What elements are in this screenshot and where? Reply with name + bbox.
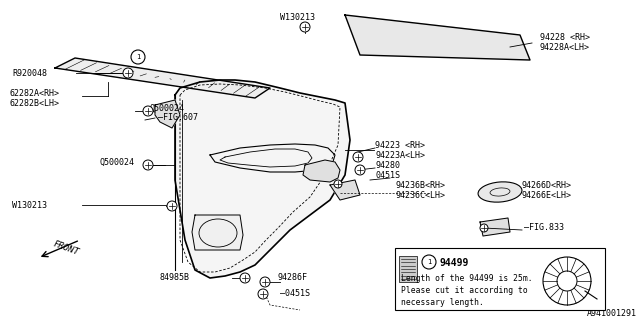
Polygon shape [345, 15, 530, 60]
Text: Q500024: Q500024 [100, 157, 135, 166]
Text: 94228 <RH>: 94228 <RH> [540, 34, 590, 43]
Text: necessary length.: necessary length. [401, 298, 484, 307]
Text: —FIG.833: —FIG.833 [524, 223, 564, 233]
Text: 94280: 94280 [375, 161, 400, 170]
Circle shape [334, 180, 342, 188]
Polygon shape [330, 180, 360, 200]
Circle shape [557, 271, 577, 291]
Text: 94236C<LH>: 94236C<LH> [395, 190, 445, 199]
Text: 94266E<LH>: 94266E<LH> [522, 190, 572, 199]
Text: 94236B<RH>: 94236B<RH> [395, 180, 445, 189]
Circle shape [260, 277, 270, 287]
Circle shape [258, 289, 268, 299]
Circle shape [355, 165, 365, 175]
Polygon shape [175, 80, 350, 278]
Ellipse shape [478, 182, 522, 202]
Circle shape [353, 152, 363, 162]
Circle shape [167, 201, 177, 211]
Text: 94223A<LH>: 94223A<LH> [375, 150, 425, 159]
Text: —0451S: —0451S [280, 290, 310, 299]
Text: 94228A<LH>: 94228A<LH> [540, 44, 590, 52]
Text: —FIG.607: —FIG.607 [158, 114, 198, 123]
Polygon shape [480, 218, 510, 236]
FancyBboxPatch shape [395, 248, 605, 310]
Text: R920048: R920048 [12, 68, 47, 77]
Text: 94499: 94499 [439, 258, 468, 268]
Circle shape [422, 255, 436, 269]
Text: Length of the 94499 is 25m.: Length of the 94499 is 25m. [401, 274, 532, 283]
Polygon shape [155, 100, 180, 128]
Text: W130213: W130213 [280, 13, 315, 22]
Circle shape [543, 257, 591, 305]
Text: 94223 <RH>: 94223 <RH> [375, 140, 425, 149]
Text: Q500024: Q500024 [150, 103, 185, 113]
FancyBboxPatch shape [399, 256, 417, 282]
Polygon shape [192, 215, 243, 250]
Text: 0451S: 0451S [375, 171, 400, 180]
Circle shape [240, 273, 250, 283]
Text: 1: 1 [427, 259, 431, 265]
Text: FRONT: FRONT [52, 239, 81, 257]
Polygon shape [55, 58, 270, 98]
Text: W130213: W130213 [12, 201, 47, 210]
Circle shape [480, 224, 488, 232]
Text: 1: 1 [136, 54, 140, 60]
Polygon shape [303, 160, 340, 182]
Text: A941001291: A941001291 [587, 309, 637, 318]
Text: 94266D<RH>: 94266D<RH> [522, 180, 572, 189]
Text: 84985B: 84985B [160, 274, 190, 283]
Circle shape [123, 68, 133, 78]
Circle shape [300, 22, 310, 32]
Circle shape [143, 106, 153, 116]
Text: 94286F: 94286F [278, 274, 308, 283]
Text: 62282A<RH>: 62282A<RH> [10, 89, 60, 98]
Circle shape [131, 50, 145, 64]
Circle shape [143, 160, 153, 170]
Text: 62282B<LH>: 62282B<LH> [10, 99, 60, 108]
Text: Please cut it according to: Please cut it according to [401, 286, 528, 295]
